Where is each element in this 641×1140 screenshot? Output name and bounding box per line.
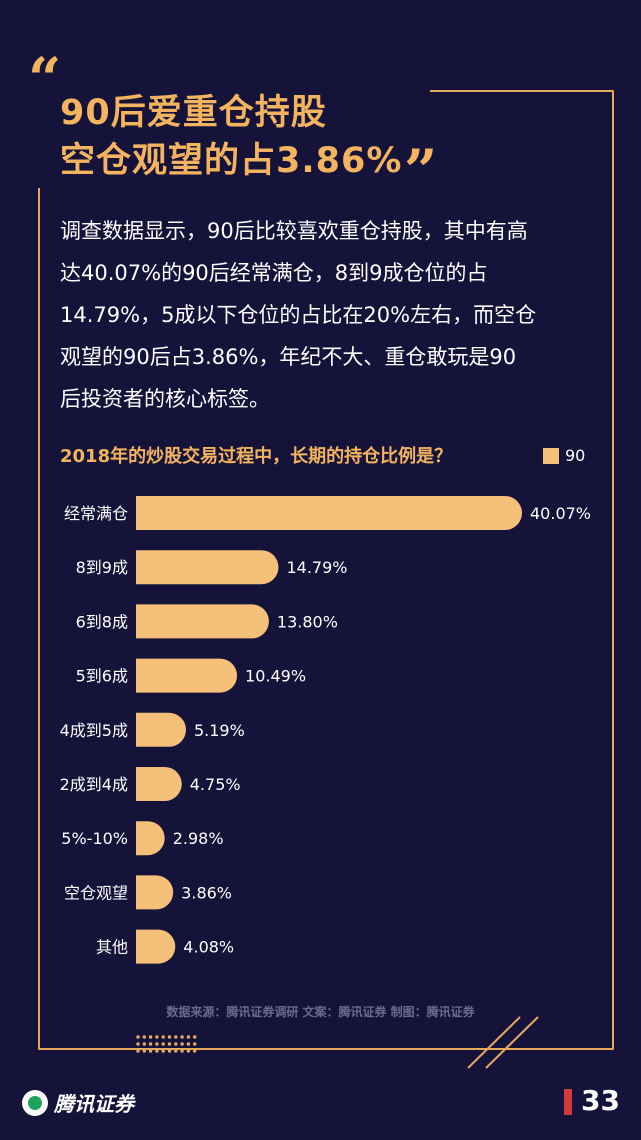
decor-dot xyxy=(167,1042,172,1046)
value-label: 14.79% xyxy=(286,558,347,577)
decor-dot xyxy=(167,1035,172,1039)
description-line: 调查数据显示，90后比较喜欢重仓持股，其中有高 xyxy=(60,219,528,243)
bar xyxy=(136,767,182,801)
bar xyxy=(136,712,186,747)
decor-dot xyxy=(142,1035,146,1039)
decor-dot xyxy=(180,1042,184,1046)
chart-legend: 90 xyxy=(543,446,585,465)
decor-dot xyxy=(148,1049,153,1053)
value-label: 2.98% xyxy=(173,829,224,848)
category-label: 2成到4成 xyxy=(60,775,128,794)
decor-dot xyxy=(161,1042,165,1046)
decor-dot xyxy=(161,1049,165,1053)
value-label: 4.75% xyxy=(190,775,241,794)
title-mask xyxy=(20,60,430,188)
decor-dot xyxy=(167,1049,172,1053)
description-line: 后投资者的核心标签。 xyxy=(60,387,270,411)
decor-dot xyxy=(174,1042,178,1046)
close-quote-icon: ” xyxy=(404,137,438,205)
category-label: 经常满仓 xyxy=(64,504,128,523)
bar xyxy=(136,604,269,639)
page-number: 33 xyxy=(581,1084,620,1117)
category-label: 6到8成 xyxy=(76,612,128,631)
bar xyxy=(136,550,279,585)
legend-swatch xyxy=(543,447,559,464)
brand-name: 腾讯证券 xyxy=(54,1092,134,1116)
decor-dot xyxy=(148,1042,153,1046)
category-label: 5到6成 xyxy=(76,667,128,686)
bar xyxy=(136,821,165,856)
value-label: 5.19% xyxy=(194,721,245,740)
decor-dot xyxy=(142,1049,146,1053)
decor-dot xyxy=(174,1035,178,1039)
decor-line xyxy=(485,1016,539,1069)
description-line: 观望的90后占3.86%，年纪不大、重仓敢玩是90 xyxy=(60,345,517,369)
decor-dot xyxy=(180,1049,184,1053)
open-quote-icon: “ xyxy=(28,45,62,113)
category-label: 其他 xyxy=(96,938,128,957)
title-line-1: 90后爱重仓持股 xyxy=(60,93,327,133)
decor-dot xyxy=(180,1035,184,1039)
decor-dot xyxy=(155,1035,159,1039)
chart-title: 2018年的炒股交易过程中，长期的持仓比例是？ xyxy=(60,446,453,467)
category-label: 8到9成 xyxy=(76,558,128,577)
decor-dot xyxy=(136,1042,140,1046)
description-line: 14.79%，5成以下仓位的占比在20%左右，而空仓 xyxy=(60,303,537,327)
source-credit: 数据来源：腾讯证券调研 文案：腾讯证券 制图：腾讯证券 xyxy=(166,1005,475,1019)
page-marker xyxy=(564,1089,572,1115)
value-label: 10.49% xyxy=(245,667,306,686)
decor-dot xyxy=(193,1049,197,1053)
title-line-2: 空仓观望的占3.86% xyxy=(60,141,403,181)
decor-dot xyxy=(136,1035,140,1039)
decor-dot xyxy=(155,1049,159,1053)
decor-dot xyxy=(142,1042,146,1046)
decor-dot xyxy=(193,1035,197,1039)
category-label: 4成到5成 xyxy=(60,721,128,740)
bar xyxy=(136,658,238,693)
decor-dot xyxy=(186,1042,191,1046)
value-label: 40.07% xyxy=(530,504,591,523)
description-text: 调查数据显示，90后比较喜欢重仓持股，其中有高 达40.07%的90后经常满仓，… xyxy=(60,210,590,420)
category-label: 5%-10% xyxy=(61,829,128,848)
decor-line xyxy=(467,1016,521,1069)
bar xyxy=(136,929,176,964)
brand-logo: 腾讯证券 xyxy=(22,1088,134,1117)
bar xyxy=(136,496,522,530)
bar xyxy=(136,875,174,910)
decor-dot xyxy=(161,1035,165,1039)
value-label: 13.80% xyxy=(277,612,338,631)
category-label: 空仓观望 xyxy=(64,883,128,902)
decor-dot xyxy=(155,1042,159,1046)
value-label: 4.08% xyxy=(183,938,234,957)
description-line: 达40.07%的90后经常满仓，8到9成仓位的占 xyxy=(60,261,488,285)
brand-logo-icon xyxy=(22,1089,48,1116)
decor-dot xyxy=(186,1035,191,1039)
decor-dot xyxy=(193,1042,197,1046)
decor-dot xyxy=(136,1049,140,1053)
decor-dot xyxy=(174,1049,178,1053)
legend-label: 90 xyxy=(565,446,586,465)
value-label: 3.86% xyxy=(181,883,232,902)
decor-dot xyxy=(186,1049,191,1053)
decor-dot xyxy=(148,1035,153,1039)
